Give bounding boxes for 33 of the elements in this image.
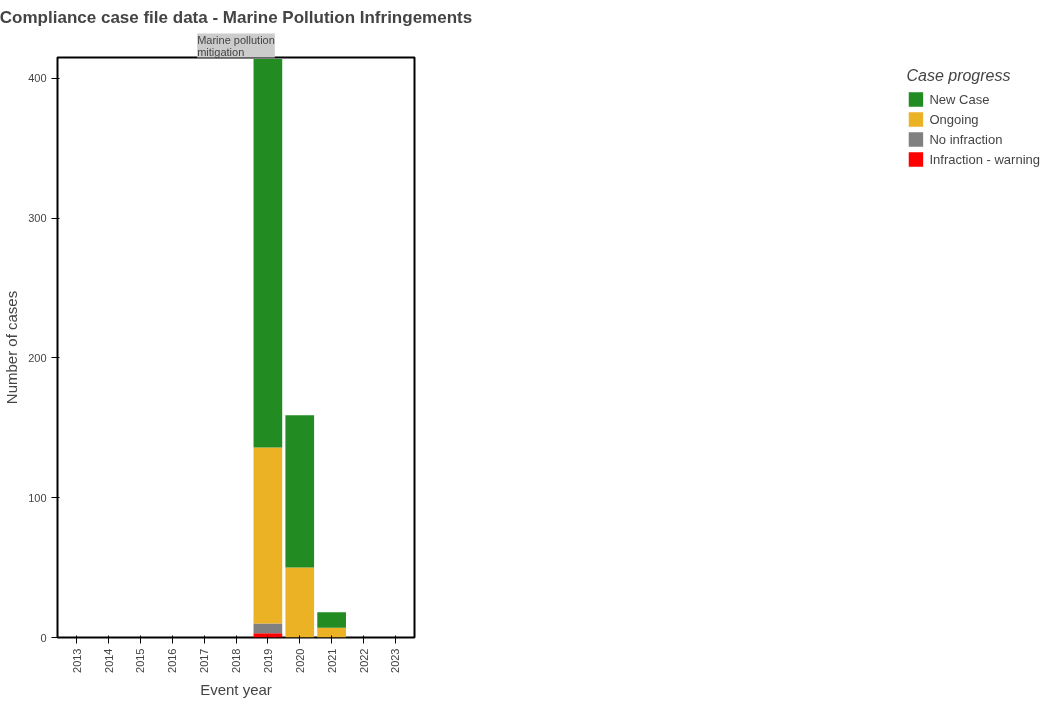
x-tick-label: 2014 bbox=[102, 648, 115, 673]
x-tick-label: 2015 bbox=[134, 648, 147, 673]
x-tick-label: 2019 bbox=[261, 648, 274, 673]
y-tick-label: 0 bbox=[40, 631, 47, 644]
x-tick-label: 2016 bbox=[166, 648, 179, 673]
legend-label: No infraction bbox=[929, 131, 1003, 147]
y-tick-label: 100 bbox=[28, 491, 47, 504]
x-tick-label: 2017 bbox=[198, 648, 211, 673]
x-tick-label: 2023 bbox=[389, 648, 402, 673]
x-tick-label: 2013 bbox=[70, 648, 83, 673]
bar bbox=[285, 415, 315, 568]
x-tick-label: 2022 bbox=[357, 648, 370, 673]
text: Marine pollution mitigation bbox=[197, 33, 275, 58]
bar bbox=[253, 447, 283, 624]
x-tick-label: 2018 bbox=[230, 648, 242, 673]
legend-label: New Case bbox=[929, 91, 990, 107]
y-tick-label: 400 bbox=[28, 72, 47, 85]
legend-label: Ongoing bbox=[929, 111, 979, 127]
legend-title: Case progress bbox=[906, 67, 1012, 85]
y-tick-label: 300 bbox=[28, 212, 47, 225]
legend-label: Infraction - warning bbox=[929, 151, 1040, 167]
y-axis-title: Number of cases bbox=[3, 290, 21, 405]
bar bbox=[317, 612, 346, 628]
bar bbox=[253, 58, 283, 448]
x-tick-label: 2020 bbox=[293, 648, 306, 673]
chart-title: Compliance case file data - Marine Pollution Infringements bbox=[0, 7, 473, 27]
bar bbox=[253, 623, 283, 634]
bar bbox=[285, 567, 315, 638]
x-axis-title: Event year bbox=[200, 680, 272, 698]
bar bbox=[253, 633, 283, 638]
x-tick-label: 2021 bbox=[325, 648, 338, 673]
bar bbox=[317, 627, 346, 638]
y-tick-label: 200 bbox=[28, 351, 47, 364]
